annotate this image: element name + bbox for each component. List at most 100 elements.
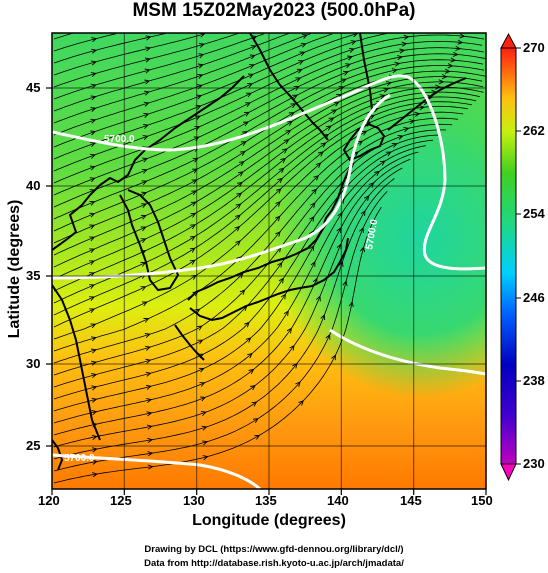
streamline-arrow xyxy=(316,295,321,302)
streamline-arrow xyxy=(342,280,348,287)
streamline-arrow xyxy=(240,141,247,146)
streamline-arrow xyxy=(450,57,457,63)
streamline-arrow xyxy=(140,286,147,291)
streamline-arrow xyxy=(242,121,249,127)
contour-label: 5700.0 xyxy=(64,453,95,464)
streamline-arrow xyxy=(237,171,244,177)
streamline-arrow xyxy=(289,344,295,351)
streamline-arrow xyxy=(199,382,206,387)
streamline-arrow xyxy=(248,368,255,375)
streamline-arrow xyxy=(89,308,96,314)
y-tick-label: 25 xyxy=(26,438,41,453)
streamline-arrow xyxy=(394,61,401,67)
streamline-arrow xyxy=(278,277,284,284)
streamline-arrow xyxy=(141,168,148,174)
streamline xyxy=(53,101,473,316)
streamline-arrow xyxy=(140,214,147,220)
streamline xyxy=(53,151,419,424)
colorbar-tick-label: 254 xyxy=(523,206,545,221)
streamline-arrow xyxy=(309,245,315,252)
streamline-arrow xyxy=(189,259,196,265)
streamline-arrow xyxy=(89,284,96,289)
x-tick-label: 125 xyxy=(110,493,132,508)
streamline-arrow xyxy=(325,333,331,340)
streamline-arrow xyxy=(275,188,282,194)
streamline-arrow xyxy=(452,51,459,57)
streamline-arrow xyxy=(190,212,197,218)
streamline-arrow xyxy=(325,125,332,131)
streamline-arrow xyxy=(280,293,286,300)
streamline-arrow xyxy=(254,434,261,440)
streamline-arrow xyxy=(328,117,335,123)
streamline-arrow xyxy=(92,472,99,478)
streamline-arrow xyxy=(144,90,150,96)
streamline xyxy=(53,33,311,124)
streamline-arrow xyxy=(90,323,97,329)
streamline-arrow xyxy=(292,94,298,100)
streamline-arrow xyxy=(277,261,283,268)
streamline-arrow xyxy=(283,139,290,145)
streamline-arrow xyxy=(90,348,97,354)
streamline-arrow xyxy=(295,77,302,83)
streamline xyxy=(53,70,486,244)
streamline-arrow xyxy=(348,301,354,308)
streamline-arrow xyxy=(320,142,327,148)
streamline-arrow xyxy=(286,327,293,334)
streamline-arrow xyxy=(145,35,152,41)
streamline-arrow xyxy=(275,201,281,207)
streamline xyxy=(53,59,483,220)
streamline-arrow xyxy=(91,410,98,416)
streamline xyxy=(53,47,484,196)
streamline-arrow xyxy=(197,63,204,69)
streamline-arrow xyxy=(91,385,98,391)
streamline-arrow xyxy=(357,140,364,146)
streamline-arrow xyxy=(143,318,150,323)
streamline-arrow xyxy=(331,354,336,361)
streamline xyxy=(53,33,239,88)
streamline-arrow xyxy=(299,51,306,57)
streamline-arrow xyxy=(283,310,289,317)
colorbar-tick-label: 230 xyxy=(523,456,545,471)
streamline-arrow xyxy=(391,143,398,148)
streamline-arrow xyxy=(91,37,98,43)
x-tick-label: 130 xyxy=(183,493,205,508)
streamline-arrow xyxy=(438,79,445,85)
streamline-arrow xyxy=(197,339,204,345)
streamline-arrow xyxy=(89,296,96,301)
streamline-arrow xyxy=(195,105,202,110)
streamline-arrow xyxy=(300,42,307,48)
colorbar-tick-label: 270 xyxy=(523,40,545,55)
streamline xyxy=(53,86,484,280)
streamline-arrow xyxy=(385,151,392,157)
streamline-arrow xyxy=(90,60,98,66)
streamline-arrow xyxy=(275,215,281,222)
streamline-arrow xyxy=(89,272,96,277)
streamline-arrow xyxy=(318,151,324,157)
streamline-arrow xyxy=(145,384,152,390)
streamline-arrow xyxy=(190,201,197,207)
streamline-arrow xyxy=(140,226,147,232)
streamline-arrow xyxy=(89,248,96,254)
credit-line-1: Drawing by DCL (https://www.gfd-dennou.o… xyxy=(144,544,404,555)
map-plot xyxy=(52,33,486,489)
streamline-arrow xyxy=(310,202,316,208)
streamline xyxy=(53,81,483,268)
streamline-arrow xyxy=(145,371,152,377)
streamline-arrow xyxy=(200,396,207,402)
streamline-arrow xyxy=(311,188,317,195)
streamline-arrow xyxy=(247,352,253,359)
streamline-arrow xyxy=(281,148,288,154)
streamline-arrow xyxy=(89,165,96,171)
streamline-arrow xyxy=(342,70,349,76)
contour-label: 5700.0 xyxy=(104,134,135,145)
colorbar-max-arrow xyxy=(500,32,517,49)
streamline-arrow xyxy=(89,212,96,218)
streamline-arrow xyxy=(91,397,98,403)
streamline-arrow xyxy=(238,161,245,167)
streamline-arrow xyxy=(293,86,300,91)
streamline-arrow xyxy=(247,73,254,79)
streamline-arrow xyxy=(333,101,340,107)
streamline-arrow xyxy=(144,79,151,85)
y-tick-label: 30 xyxy=(26,356,41,371)
streamline xyxy=(53,178,395,460)
